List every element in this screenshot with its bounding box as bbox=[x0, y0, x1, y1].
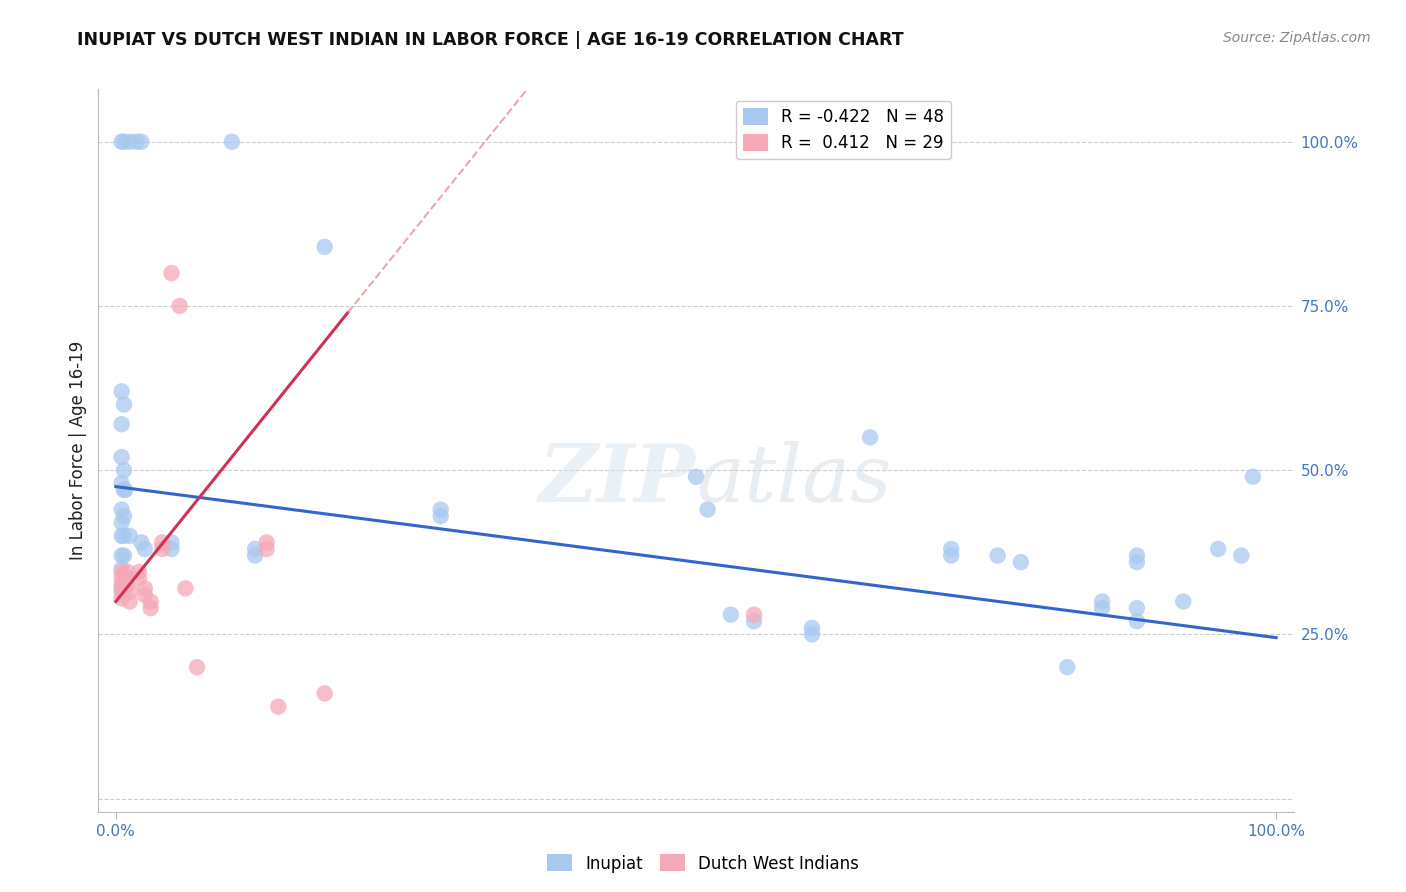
Point bbox=[150, 535, 173, 549]
Point bbox=[243, 549, 266, 563]
Point bbox=[128, 572, 150, 586]
Point bbox=[111, 384, 134, 399]
Point bbox=[111, 476, 134, 491]
Point bbox=[125, 135, 148, 149]
Point bbox=[117, 565, 139, 579]
Point bbox=[134, 588, 156, 602]
Text: ZIP: ZIP bbox=[538, 441, 696, 518]
Point bbox=[696, 502, 718, 516]
Point bbox=[160, 266, 183, 280]
Point bbox=[111, 450, 134, 464]
Point bbox=[128, 565, 150, 579]
Point bbox=[174, 582, 197, 596]
Point bbox=[941, 541, 963, 556]
Point bbox=[1206, 541, 1229, 556]
Point bbox=[118, 594, 141, 608]
Point bbox=[134, 582, 156, 596]
Point bbox=[112, 397, 135, 411]
Point bbox=[742, 607, 765, 622]
Point bbox=[256, 535, 278, 549]
Point bbox=[859, 430, 882, 444]
Text: Source: ZipAtlas.com: Source: ZipAtlas.com bbox=[1223, 31, 1371, 45]
Point bbox=[1230, 549, 1253, 563]
Point bbox=[314, 686, 336, 700]
Point bbox=[111, 584, 134, 599]
Point bbox=[1126, 601, 1149, 615]
Point bbox=[1091, 601, 1114, 615]
Point bbox=[267, 699, 290, 714]
Point bbox=[685, 469, 707, 483]
Point bbox=[112, 463, 135, 477]
Point bbox=[941, 549, 963, 563]
Text: atlas: atlas bbox=[696, 441, 891, 518]
Point bbox=[160, 535, 183, 549]
Point bbox=[111, 578, 134, 592]
Point bbox=[112, 135, 135, 149]
Point bbox=[118, 135, 141, 149]
Point bbox=[1173, 594, 1195, 608]
Legend: Inupiat, Dutch West Indians: Inupiat, Dutch West Indians bbox=[540, 847, 866, 880]
Point bbox=[801, 621, 824, 635]
Point bbox=[160, 541, 183, 556]
Point bbox=[111, 529, 134, 543]
Point bbox=[117, 578, 139, 592]
Point bbox=[112, 483, 135, 497]
Point bbox=[169, 299, 191, 313]
Point bbox=[139, 601, 162, 615]
Point bbox=[131, 535, 153, 549]
Point bbox=[429, 509, 451, 524]
Point bbox=[112, 509, 135, 524]
Point bbox=[150, 541, 173, 556]
Point bbox=[1010, 555, 1032, 569]
Point bbox=[131, 135, 153, 149]
Point bbox=[118, 584, 141, 599]
Point bbox=[111, 582, 134, 596]
Point bbox=[112, 574, 135, 589]
Point bbox=[256, 541, 278, 556]
Point bbox=[111, 565, 134, 579]
Point bbox=[720, 607, 742, 622]
Point bbox=[112, 568, 135, 582]
Legend: R = -0.422   N = 48, R =  0.412   N = 29: R = -0.422 N = 48, R = 0.412 N = 29 bbox=[735, 101, 950, 159]
Point bbox=[1056, 660, 1078, 674]
Y-axis label: In Labor Force | Age 16-19: In Labor Force | Age 16-19 bbox=[69, 341, 87, 560]
Point bbox=[243, 541, 266, 556]
Point bbox=[111, 417, 134, 432]
Point bbox=[1091, 594, 1114, 608]
Point bbox=[112, 582, 135, 596]
Point bbox=[742, 614, 765, 628]
Point bbox=[1241, 469, 1264, 483]
Point bbox=[801, 627, 824, 641]
Point bbox=[112, 568, 135, 582]
Point bbox=[111, 562, 134, 576]
Point bbox=[111, 591, 134, 606]
Point bbox=[134, 541, 156, 556]
Point bbox=[112, 549, 135, 563]
Point bbox=[139, 594, 162, 608]
Point bbox=[987, 549, 1010, 563]
Point bbox=[186, 660, 208, 674]
Point bbox=[111, 502, 134, 516]
Point bbox=[111, 516, 134, 530]
Text: INUPIAT VS DUTCH WEST INDIAN IN LABOR FORCE | AGE 16-19 CORRELATION CHART: INUPIAT VS DUTCH WEST INDIAN IN LABOR FO… bbox=[77, 31, 904, 49]
Point bbox=[221, 135, 243, 149]
Point bbox=[111, 135, 134, 149]
Point bbox=[1126, 614, 1149, 628]
Point bbox=[114, 483, 136, 497]
Point bbox=[1126, 549, 1149, 563]
Point bbox=[118, 529, 141, 543]
Point bbox=[314, 240, 336, 254]
Point bbox=[111, 549, 134, 563]
Point bbox=[1126, 555, 1149, 569]
Point bbox=[111, 572, 134, 586]
Point bbox=[112, 529, 135, 543]
Point bbox=[429, 502, 451, 516]
